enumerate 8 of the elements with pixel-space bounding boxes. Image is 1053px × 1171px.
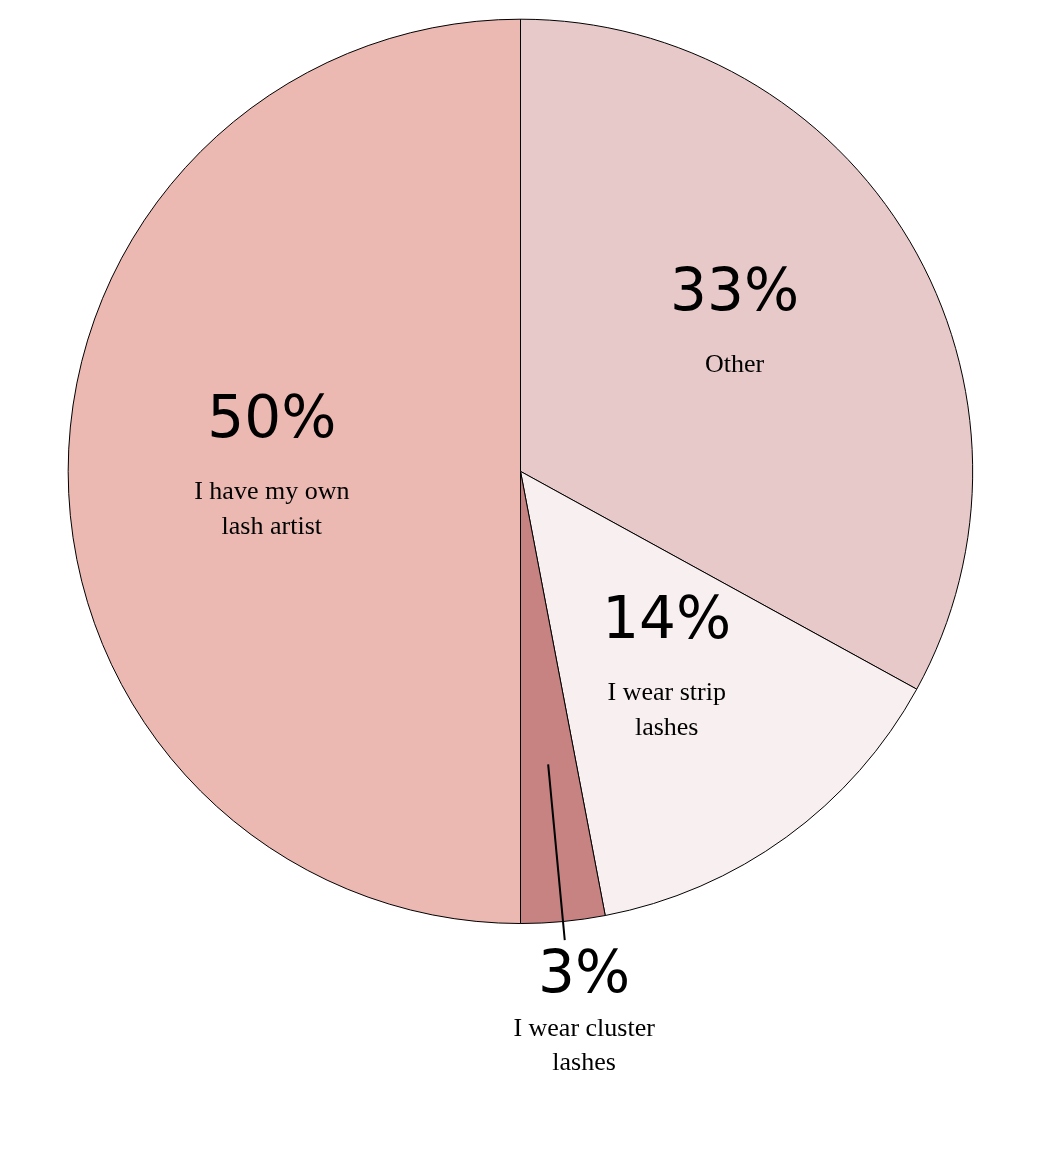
data-label: 14% xyxy=(602,584,732,653)
data-label: 33% xyxy=(670,256,800,325)
slice-label: I have my own lash artist xyxy=(194,475,350,540)
slice-label: I wear strip lashes xyxy=(607,677,726,742)
data-label: 3% xyxy=(538,937,631,1006)
slice-label: Other xyxy=(704,349,765,379)
slice-label: I wear cluster lashes xyxy=(513,1012,656,1077)
data-label: 50% xyxy=(207,383,337,452)
